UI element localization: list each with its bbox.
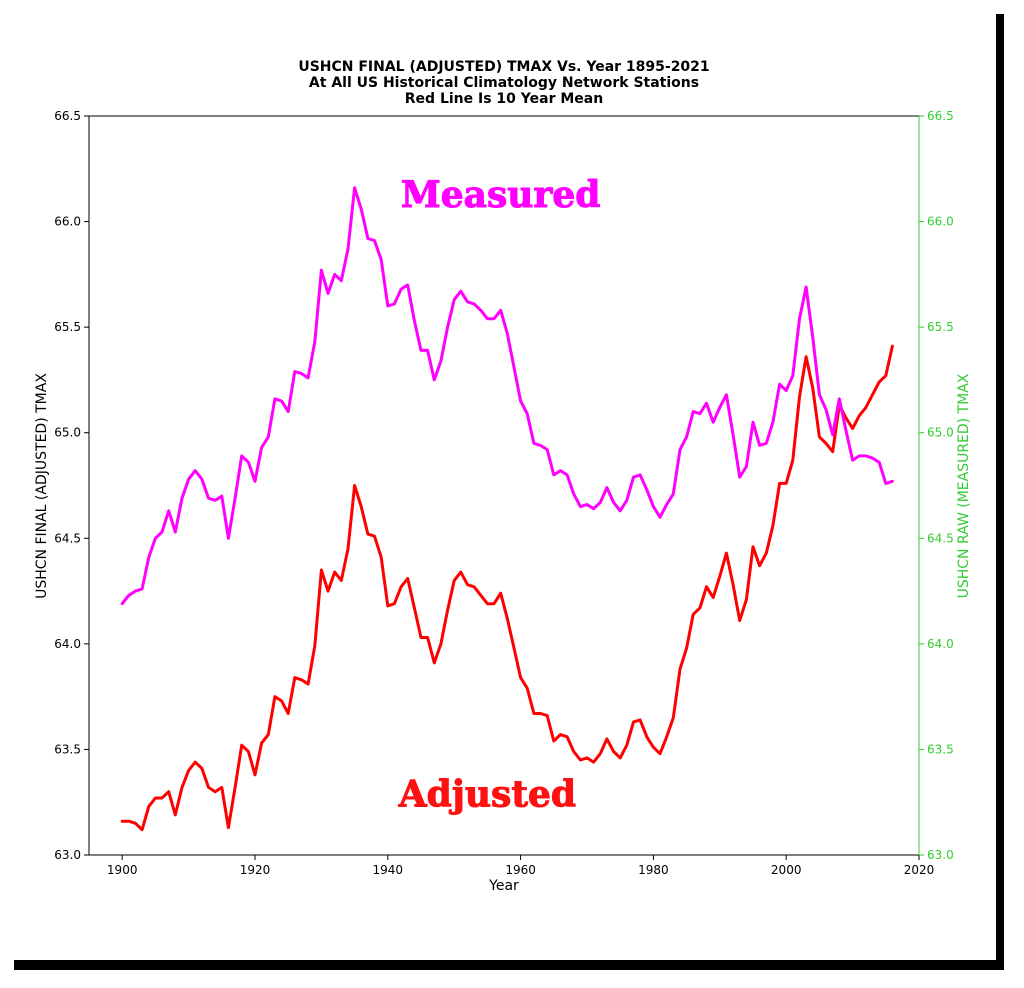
x-axis-ticks: 1900 1920 1940 1960 1980 2000 2020 (107, 855, 934, 877)
left-y-tick-label: 64.0 (54, 637, 81, 651)
x-tick-label: 2000 (771, 863, 802, 877)
left-y-axis-ticks: 63.0 63.5 64.0 64.5 65.0 65.5 66.0 66.5 (54, 109, 89, 862)
adjusted-series-line (120, 344, 894, 832)
chart-title-line-1: USHCN FINAL (ADJUSTED) TMAX Vs. Year 189… (298, 59, 709, 75)
left-y-tick-label: 65.5 (54, 320, 81, 334)
right-y-tick-label: 65.0 (927, 426, 954, 440)
x-tick-label: 1900 (107, 863, 138, 877)
x-tick-label: 1920 (240, 863, 271, 877)
right-y-tick-label: 66.0 (927, 215, 954, 229)
chart-title-line-3: Red Line Is 10 Year Mean (405, 91, 603, 107)
chart-title-line-2: At All US Historical Climatology Network… (309, 75, 699, 91)
right-y-axis-ticks: 63.0 63.5 64.0 64.5 65.0 65.5 66.0 66.5 (919, 109, 954, 862)
page-background (4, 4, 996, 960)
right-y-tick-label: 66.5 (927, 109, 954, 123)
left-y-tick-label: 64.5 (54, 531, 81, 545)
annotation-measured: Measured (401, 174, 601, 216)
right-y-axis-label: USHCN RAW (MEASURED) TMAX (956, 373, 972, 598)
x-axis-label: Year (488, 878, 519, 894)
right-y-tick-label: 64.5 (927, 531, 954, 545)
right-y-tick-label: 65.5 (927, 320, 954, 334)
x-tick-label: 2020 (904, 863, 935, 877)
left-y-tick-label: 65.0 (54, 426, 81, 440)
x-tick-label: 1960 (505, 863, 536, 877)
left-y-tick-label: 66.0 (54, 215, 81, 229)
series-lines (120, 186, 894, 832)
left-y-axis-label: USHCN FINAL (ADJUSTED) TMAX (34, 373, 50, 599)
right-y-tick-label: 64.0 (927, 637, 954, 651)
measured-series-line (120, 186, 894, 606)
right-y-tick-label: 63.0 (927, 848, 954, 862)
right-y-tick-label: 63.5 (927, 742, 954, 756)
left-y-tick-label: 63.5 (54, 742, 81, 756)
left-y-tick-label: 63.0 (54, 848, 81, 862)
x-tick-label: 1940 (373, 863, 404, 877)
annotation-adjusted: Adjusted (398, 773, 576, 815)
x-tick-label: 1980 (638, 863, 669, 877)
left-y-tick-label: 66.5 (54, 109, 81, 123)
